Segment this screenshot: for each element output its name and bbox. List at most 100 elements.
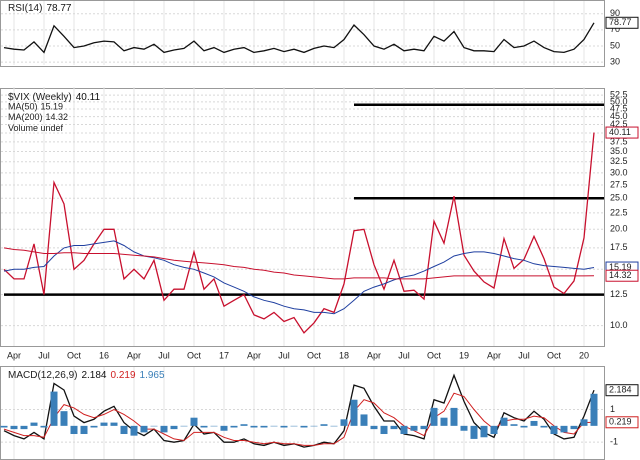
histogram-bar xyxy=(460,425,468,431)
histogram-bar xyxy=(180,425,188,427)
histogram-bar xyxy=(530,420,538,426)
x-tick-label: 18 xyxy=(339,350,349,360)
rsi-panel xyxy=(0,0,605,67)
legend-entry: Volume undef xyxy=(8,123,64,133)
y-tick-label: 27.5 xyxy=(610,179,628,189)
histogram-bar xyxy=(40,425,48,428)
histogram-bar xyxy=(90,425,98,428)
x-tick-label: Oct xyxy=(547,350,562,360)
x-tick-label: Apr xyxy=(367,350,381,360)
y-tick-label: -1 xyxy=(610,437,618,447)
histogram-bar xyxy=(330,425,338,427)
legend-value: 1.965 xyxy=(140,370,165,381)
histogram-bar xyxy=(20,425,28,430)
histogram-bar xyxy=(550,425,558,435)
x-tick-label: Oct xyxy=(427,350,442,360)
histogram-bar xyxy=(510,424,518,426)
x-tick-label: Oct xyxy=(67,350,82,360)
histogram-bar xyxy=(30,422,38,426)
y-tick-label: 35.0 xyxy=(610,146,628,156)
x-tick-label: 17 xyxy=(219,350,229,360)
y-tick-label: 17.5 xyxy=(610,242,628,252)
legend-value: 14.32 xyxy=(46,112,69,122)
histogram-bar xyxy=(400,425,408,435)
y-tick-label: 1 xyxy=(610,404,615,414)
histogram-bar xyxy=(500,417,508,426)
y-tick-label: 12.5 xyxy=(610,289,628,299)
histogram-bar xyxy=(520,425,528,428)
panel-title: MACD(12,26,9) 2.184 0.219 1.965 xyxy=(8,370,165,381)
histogram-bar xyxy=(570,425,578,430)
y-tick-label: 45.0 xyxy=(610,111,628,121)
value-box xyxy=(605,126,639,139)
y-tick-label: 70 xyxy=(610,24,620,34)
x-tick-label: Jul xyxy=(38,350,50,360)
histogram-bar xyxy=(140,425,148,433)
legend-entry: MA(200) 14.32 xyxy=(8,112,68,122)
x-tick-label: 20 xyxy=(579,350,589,360)
value-box-label: 0.219 xyxy=(609,417,632,427)
histogram-bar xyxy=(310,425,318,427)
histogram-bar xyxy=(420,425,428,430)
x-tick-label: Apr xyxy=(7,350,21,360)
histogram-bar xyxy=(230,425,238,428)
x-tick-label: Apr xyxy=(487,350,501,360)
y-tick-label: 50 xyxy=(610,40,620,50)
value-box-label: 14.32 xyxy=(609,270,632,280)
histogram-bar xyxy=(60,411,68,426)
value-box xyxy=(605,16,639,29)
histogram-bar xyxy=(120,425,128,435)
histogram-bar xyxy=(580,419,588,426)
histogram-bar xyxy=(480,425,488,438)
histogram-bar xyxy=(260,425,268,428)
x-tick-label: 16 xyxy=(99,350,109,360)
legend-entry: MA(50) 15.19 xyxy=(8,102,63,112)
x-tick-label: Apr xyxy=(247,350,261,360)
histogram-bar xyxy=(490,425,498,435)
legend-value: 40.11 xyxy=(76,92,101,103)
x-tick-label: Jul xyxy=(158,350,170,360)
histogram-bar xyxy=(470,425,478,439)
x-tick-label: Apr xyxy=(127,350,141,360)
series-line xyxy=(3,240,595,315)
histogram-bar xyxy=(100,422,108,426)
histogram-bar xyxy=(540,425,548,428)
y-tick-label: 20.0 xyxy=(610,224,628,234)
panel-title-text: MACD(12,26,9) xyxy=(8,370,77,381)
price-panel xyxy=(0,88,605,347)
histogram-bar xyxy=(450,407,458,426)
histogram-bar xyxy=(70,425,78,435)
y-tick-label: 37.5 xyxy=(610,136,628,146)
histogram-bar xyxy=(240,424,248,426)
value-box xyxy=(605,384,639,397)
legend-name: MA(200) xyxy=(8,112,43,122)
x-tick-label: Jul xyxy=(398,350,410,360)
histogram-bar xyxy=(360,414,368,426)
histogram-bar xyxy=(250,425,258,428)
value-box-label: 2.184 xyxy=(609,385,632,395)
histogram-bar xyxy=(560,425,568,433)
histogram-bar xyxy=(350,399,358,426)
x-tick-label: Jul xyxy=(518,350,530,360)
histogram-bar xyxy=(440,417,448,426)
series-line xyxy=(3,132,595,334)
legend-value: 15.19 xyxy=(41,102,64,112)
y-tick-label: 90 xyxy=(610,8,620,18)
value-box-label: 78.77 xyxy=(609,17,632,27)
panel-title-text: RSI(14) xyxy=(8,3,42,14)
histogram-bar xyxy=(290,425,298,427)
y-tick-label: 47.5 xyxy=(610,103,628,113)
histogram-bar xyxy=(190,417,198,426)
histogram-bar xyxy=(370,425,378,430)
series-line xyxy=(3,247,595,280)
histogram-bar xyxy=(220,425,228,431)
y-tick-label: 42.5 xyxy=(610,119,628,129)
histogram-bar xyxy=(280,425,288,428)
series-line xyxy=(3,373,595,448)
y-tick-label: 50.0 xyxy=(610,96,628,106)
value-box-label: 40.11 xyxy=(609,127,631,137)
histogram-bar xyxy=(200,425,208,428)
y-tick-label: 22.5 xyxy=(610,207,628,217)
legend-value: 2.184 xyxy=(81,370,106,381)
histogram-bar xyxy=(300,425,308,428)
